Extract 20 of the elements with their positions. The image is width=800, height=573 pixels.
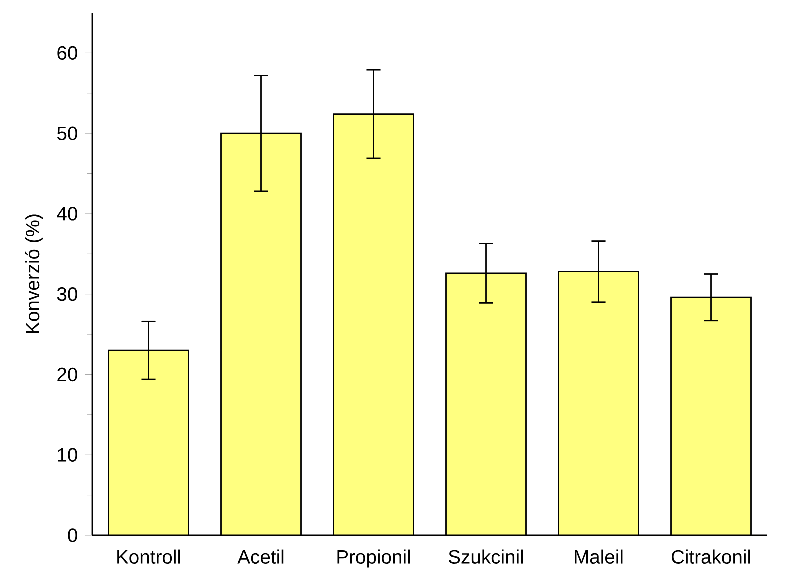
y-tick-label: 0 — [68, 528, 78, 542]
bar — [670, 296, 752, 536]
x-tick-label: Szukcinil — [449, 550, 524, 564]
x-tick-label: Acetil — [238, 550, 284, 564]
x-tick-label: Kontroll — [118, 550, 180, 564]
bar — [334, 114, 414, 536]
y-tick-label: 60 — [58, 46, 78, 60]
y-tick-label: 20 — [58, 368, 78, 382]
y-tick-label: 10 — [58, 448, 78, 462]
bar — [108, 350, 189, 536]
y-tick-label: 40 — [57, 207, 78, 221]
x-tick-label: Propionil — [338, 550, 410, 568]
y-tick-label: 50 — [57, 126, 78, 140]
x-tick-label: Maleil — [575, 550, 623, 564]
y-tick-label: 30 — [57, 288, 78, 302]
bar — [446, 273, 526, 536]
x-tick-label: Citrakonil — [672, 550, 750, 564]
bar — [221, 134, 302, 536]
y-axis-title: Konverzió (%) — [25, 214, 44, 334]
bar — [558, 272, 639, 536]
